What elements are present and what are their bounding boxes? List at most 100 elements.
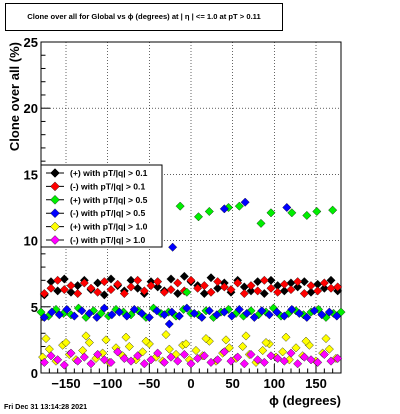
data-point xyxy=(206,287,216,297)
data-point xyxy=(59,274,69,284)
data-point xyxy=(53,355,63,365)
x-tick-label: 0 xyxy=(187,376,194,391)
series-6-points xyxy=(39,347,343,370)
data-point xyxy=(181,339,191,349)
data-point xyxy=(266,283,276,293)
data-point xyxy=(224,304,233,314)
data-point xyxy=(124,342,134,352)
legend-marker xyxy=(50,235,60,245)
series-4-points xyxy=(39,197,342,329)
x-tick-label: −50 xyxy=(138,376,160,391)
data-point xyxy=(79,278,89,288)
data-point xyxy=(286,348,296,358)
data-point xyxy=(66,348,76,358)
data-point xyxy=(256,218,266,228)
data-point xyxy=(226,356,236,366)
x-axis-label: ϕ (degrees) xyxy=(269,393,341,408)
x-tick-label: 100 xyxy=(263,376,285,391)
data-point xyxy=(219,282,229,292)
data-point xyxy=(161,330,171,340)
data-point xyxy=(279,279,289,289)
data-point xyxy=(93,287,103,297)
data-point xyxy=(319,278,329,288)
y-tick-label: 10 xyxy=(24,234,38,249)
data-point xyxy=(313,357,323,367)
data-point xyxy=(293,359,303,369)
data-point xyxy=(226,285,236,295)
data-point xyxy=(166,285,176,295)
data-point xyxy=(153,348,163,358)
data-point xyxy=(302,210,312,220)
data-point xyxy=(39,289,49,299)
data-point xyxy=(86,359,96,369)
data-point xyxy=(242,308,252,318)
data-point xyxy=(86,283,96,293)
data-point xyxy=(44,344,54,354)
data-point xyxy=(299,289,309,299)
y-tick-label: 15 xyxy=(24,167,38,182)
data-point xyxy=(324,344,334,354)
data-point xyxy=(246,306,256,316)
data-point xyxy=(219,204,229,214)
data-point xyxy=(233,352,243,362)
data-point xyxy=(266,208,276,218)
data-point xyxy=(159,357,169,367)
data-point xyxy=(126,282,136,292)
data-point xyxy=(299,277,309,287)
data-point xyxy=(173,356,183,366)
legend-label: (+) with pT/|q| > 0.1 xyxy=(70,168,148,178)
data-point xyxy=(313,286,323,296)
data-point xyxy=(191,346,201,355)
data-point xyxy=(239,359,249,369)
data-point xyxy=(204,306,214,316)
data-point xyxy=(253,277,263,287)
legend-marker xyxy=(50,181,60,192)
data-point xyxy=(121,332,131,342)
data-point xyxy=(39,312,49,322)
data-point xyxy=(238,342,248,352)
data-point xyxy=(257,306,267,316)
data-point xyxy=(79,352,89,362)
data-point xyxy=(246,281,256,291)
data-point xyxy=(164,344,174,354)
data-point xyxy=(84,308,94,318)
data-point xyxy=(39,357,49,367)
data-point xyxy=(264,310,274,320)
data-point xyxy=(294,308,304,318)
data-point xyxy=(129,304,139,314)
data-point xyxy=(287,304,297,314)
data-point xyxy=(197,312,207,322)
data-point xyxy=(47,307,57,317)
data-point xyxy=(54,310,64,320)
timestamp-footer: Fri Dec 31 13:14:28 2021 xyxy=(4,402,88,411)
data-point xyxy=(175,201,185,211)
data-point xyxy=(261,338,271,348)
data-point xyxy=(233,278,243,288)
data-point xyxy=(266,351,276,361)
ticks-layer: −150 −100 −50 0 50 100 150 0 5 10 15 20 25 xyxy=(24,35,342,391)
data-point xyxy=(272,307,282,317)
data-point xyxy=(333,282,343,292)
data-point xyxy=(113,347,123,357)
y-tick-label: 5 xyxy=(31,300,38,315)
data-point xyxy=(138,347,148,357)
data-point xyxy=(219,347,229,357)
data-point xyxy=(239,289,249,299)
data-point xyxy=(249,312,259,322)
data-point xyxy=(199,289,209,299)
legend-marker xyxy=(50,221,60,232)
data-point xyxy=(213,277,223,287)
data-point xyxy=(119,353,129,363)
data-point xyxy=(309,306,319,316)
data-point xyxy=(46,283,56,293)
data-point xyxy=(53,275,63,285)
data-point xyxy=(281,332,291,342)
data-point xyxy=(253,355,263,365)
data-point xyxy=(126,356,136,366)
data-point xyxy=(279,356,289,366)
data-point xyxy=(199,281,209,291)
data-point xyxy=(173,289,183,299)
data-point xyxy=(221,335,231,345)
x-tick-label: 150 xyxy=(305,376,327,391)
series-5-points xyxy=(38,330,341,367)
